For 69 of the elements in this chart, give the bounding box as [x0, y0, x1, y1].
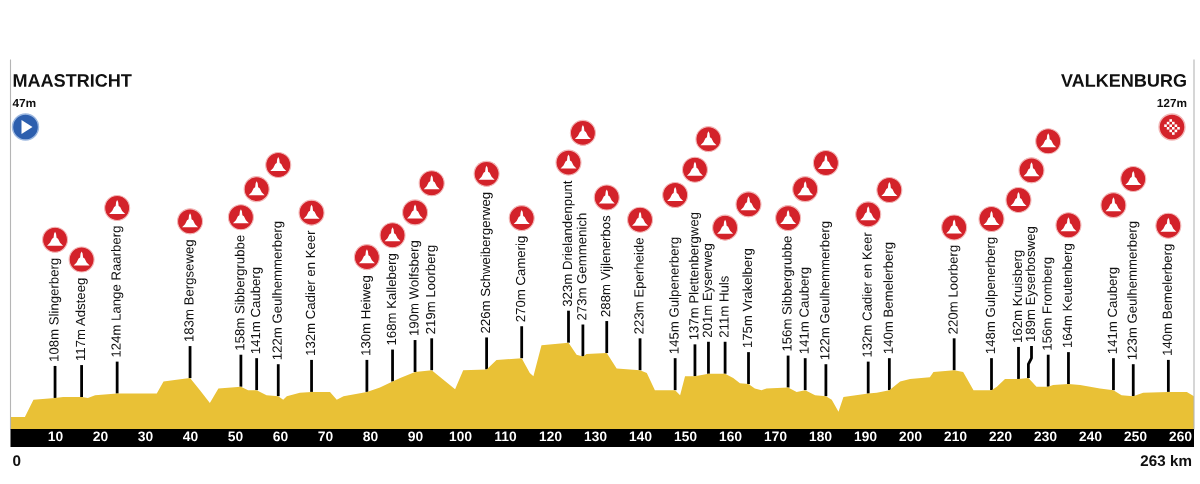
annotation: 137m Plettenbergweg: [688, 212, 702, 340]
x-tick-label: 80: [363, 431, 378, 442]
annotation: 201m Eyserweg: [702, 244, 715, 338]
x-tick-label: 90: [408, 431, 423, 442]
x-tick-label: 240: [1079, 431, 1102, 442]
annotation: 123m Geulhemmerberg: [1127, 221, 1140, 360]
x-tick-label: 260: [1169, 431, 1192, 442]
annotation: 223m Eperheide: [633, 238, 647, 334]
annotation: 124m Lange Raarberg: [111, 226, 124, 357]
x-tick-label: 190: [854, 431, 877, 442]
x-tick-label: 210: [944, 431, 967, 442]
x-tick-label: 140: [629, 431, 652, 442]
annotation: 190m Wolfsberg: [408, 241, 422, 336]
annotation: 140m Bemelerberg: [1162, 244, 1175, 355]
annotation: 158m Sibbergrubbe: [234, 235, 248, 350]
annotation: 145m Gulpenerberg: [669, 237, 682, 354]
annotation: 132m Cadier en Keer: [305, 230, 316, 355]
annotation: 263 km: [1140, 454, 1192, 467]
annotation: 141m Cauberg: [799, 267, 812, 354]
annotation: 323m Drielandenpunt: [562, 180, 575, 307]
annotation: 117m Adsteeg: [75, 278, 88, 361]
annotation: 226m Schweibergerweg: [480, 192, 493, 333]
x-tick-label: 30: [138, 431, 153, 442]
x-tick-label: 10: [48, 431, 63, 442]
x-tick-label: 130: [584, 431, 607, 442]
annotation: 0: [13, 455, 21, 467]
x-tick-label: 100: [449, 431, 472, 442]
x-tick-label: 180: [809, 431, 832, 442]
annotation: 168m Kalleberg: [386, 253, 399, 345]
text: 127m: [1157, 98, 1187, 108]
annotation: 130m Heiweg: [360, 276, 374, 355]
x-tick-label: 220: [989, 431, 1012, 442]
annotation: 219m Loorberg: [425, 245, 438, 334]
annotation: 122m Geulhemmerberg: [819, 221, 833, 360]
x-tick-label: 160: [719, 431, 742, 442]
annotation: 162m Kruisberg: [1012, 250, 1025, 342]
annotation: 132m Cadier en Keer: [862, 232, 872, 357]
x-tick-label: 250: [1124, 431, 1147, 442]
annotation: 156m Fromberg: [1042, 257, 1055, 350]
text: MAASTRICHT: [13, 74, 132, 87]
annotation: 164m Keutenberg: [1062, 244, 1075, 348]
annotation: 220m Loorberg: [948, 245, 961, 334]
annotation: 108m Slingerberg: [48, 258, 62, 361]
x-tick-label: 110: [495, 431, 517, 442]
annotation: 140m Bemelerberg: [883, 242, 896, 354]
annotation: 148m Gulpenerberg: [985, 237, 998, 354]
x-tick-label: 230: [1034, 431, 1057, 442]
annotation: 273m Gemmenich: [576, 213, 587, 320]
x-tick-label: 70: [318, 431, 333, 442]
annotation: 189m Eyserbosweg: [1025, 227, 1038, 342]
annotation: 122m Geulhemmerberg: [272, 221, 285, 360]
x-tick-label: 20: [93, 431, 108, 442]
annotation: 288m Vijlenerbos: [600, 215, 613, 317]
x-tick-label: 170: [764, 431, 787, 442]
annotation: 141m Cauberg: [250, 267, 263, 354]
text: VALKENBURG: [1061, 74, 1186, 87]
x-tick-label: 120: [539, 431, 562, 442]
x-tick-label: 40: [182, 431, 198, 442]
x-tick-label: 150: [674, 431, 697, 442]
annotation: 211m Huls: [718, 276, 729, 338]
annotation: 270m Camerig: [515, 236, 528, 322]
x-tick-label: 200: [899, 431, 922, 442]
text: 47m: [12, 98, 36, 108]
x-tick-label: 60: [273, 431, 288, 442]
annotation: 175m Vrakelberg: [742, 248, 755, 348]
annotation: 141m Cauberg: [1107, 267, 1120, 354]
annotation: 156m Sibbergrubbe: [781, 236, 795, 351]
annotation: 183m Bergseweg: [184, 240, 197, 342]
x-tick-label: 50: [228, 431, 243, 442]
